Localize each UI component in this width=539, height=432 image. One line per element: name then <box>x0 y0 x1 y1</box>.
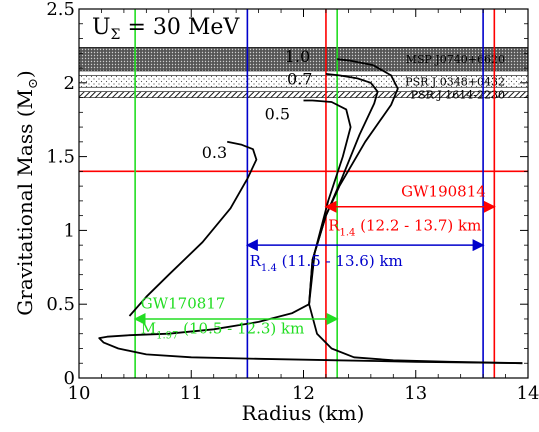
y-axis-label-subscript: ⊙ <box>26 78 41 89</box>
y-axis-label: Gravitational Mass (M⊙) <box>13 70 41 315</box>
annotation-text-sub: 1.97 <box>156 331 178 342</box>
chart-title-subscript: Σ <box>111 27 121 43</box>
x-tick-label-2: 12 <box>292 383 315 404</box>
annotation-text-rest: (11.5 - 13.6) km <box>277 252 403 270</box>
annotation-text-blue: R1.4 (11.5 - 13.6) km <box>250 252 403 274</box>
annotation-text-sub: 1.4 <box>261 263 277 274</box>
x-tick-label-1: 11 <box>180 383 203 404</box>
y-tick-label-5: 2.5 <box>46 0 75 20</box>
band-label-0: MSP J0740+6620 <box>406 53 505 66</box>
annotation-text-rest: (12.2 - 13.7) km <box>355 216 481 234</box>
x-tick-label-4: 14 <box>517 383 539 404</box>
y-axis-label-end: ) <box>13 70 37 78</box>
axes: 10 11 12 13 14 0 0.5 1 1.5 2 2.5 <box>46 0 539 404</box>
annotation-text-main: M <box>141 320 156 338</box>
curve-label-1: 0.7 <box>287 69 312 88</box>
annotation-text-main: R <box>328 216 340 234</box>
chart-title-rest: = 30 MeV <box>120 15 240 40</box>
chart-title: UΣ = 30 MeV <box>92 15 240 43</box>
band-label-2: PSR J 1614-2230 <box>411 89 505 102</box>
curve-label-3: 0.3 <box>202 143 227 162</box>
curve-4 <box>98 303 523 365</box>
x-tick-label-3: 13 <box>404 383 427 404</box>
curve-0 <box>308 58 523 365</box>
annotation-title-red: GW190814 <box>401 182 486 200</box>
curve-2 <box>303 99 352 305</box>
annotation-text-green: M1.97 (10.5 - 12.3) km <box>141 320 305 342</box>
annotation-text-sub: 1.4 <box>339 227 355 238</box>
band-label-1: PSR J 0348+0432 <box>405 75 505 88</box>
x-tick-label-0: 10 <box>68 383 91 404</box>
y-tick-label-1: 0.5 <box>46 294 75 315</box>
x-axis-label: Radius (km) <box>242 401 365 425</box>
curve-label-2: 0.5 <box>265 105 290 124</box>
annotation-text-rest: (10.5 - 12.3) km <box>178 320 304 338</box>
curve-1 <box>308 73 379 305</box>
y-tick-label-0: 0 <box>64 368 75 389</box>
y-tick-label-2: 1 <box>64 220 75 241</box>
annotation-text-main: R <box>250 252 262 270</box>
curve-label-0: 1.0 <box>285 47 310 66</box>
annotation-title-green: GW170817 <box>141 295 226 313</box>
y-tick-label-4: 2 <box>64 73 75 94</box>
mass-radius-curves <box>98 58 523 365</box>
annotation-text-red: R1.4 (12.2 - 13.7) km <box>328 216 481 238</box>
y-tick-label-3: 1.5 <box>46 147 75 168</box>
curve-3 <box>128 140 258 317</box>
